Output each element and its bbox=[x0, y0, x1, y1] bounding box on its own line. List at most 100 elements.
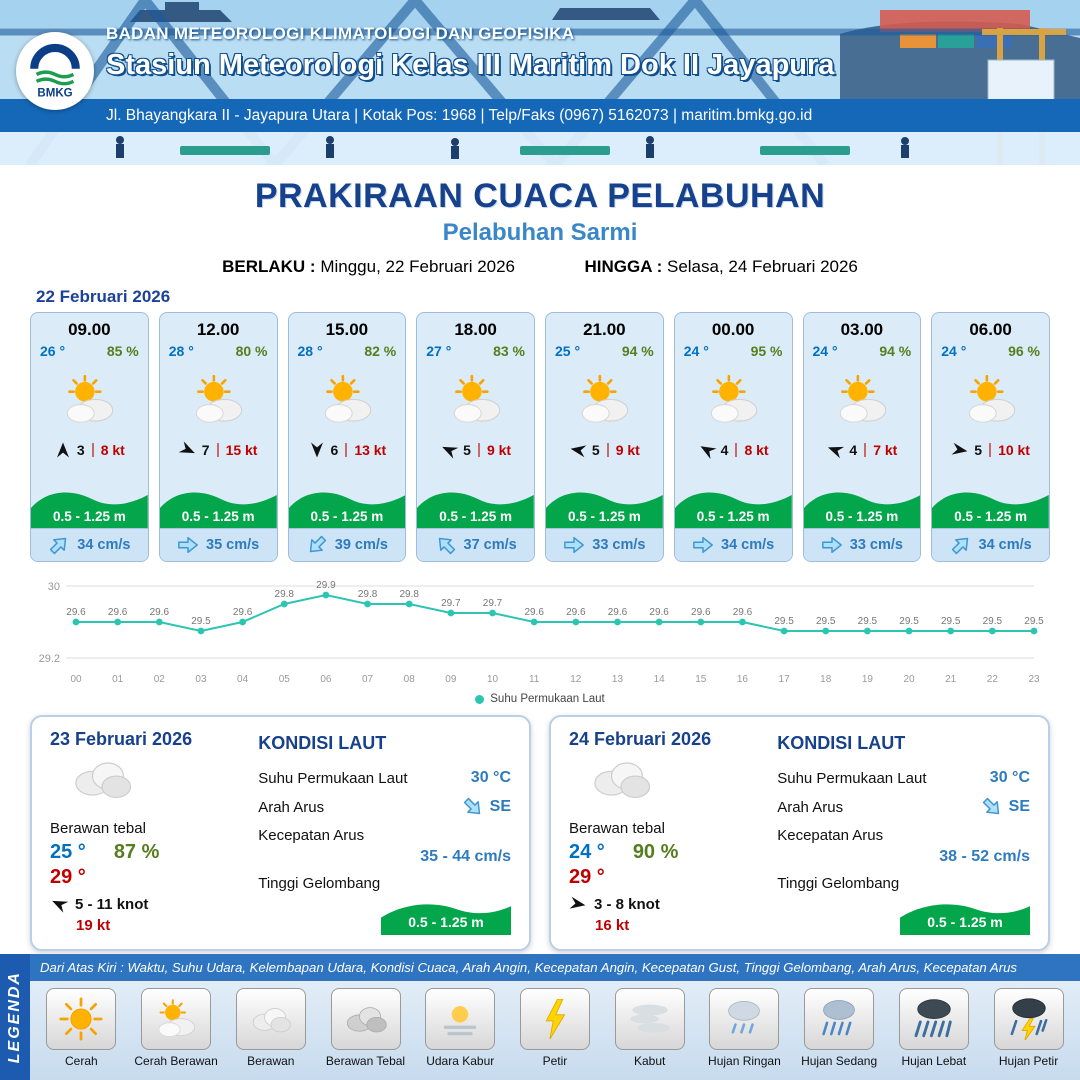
svg-text:17: 17 bbox=[779, 674, 791, 685]
legend-item-label: Berawan bbox=[247, 1054, 295, 1068]
wave-height-band: 0.5 - 1.25 m bbox=[803, 484, 921, 528]
wind-direction-icon bbox=[437, 438, 461, 462]
current-direction-value: SE bbox=[981, 796, 1030, 818]
legend-item: Cerah bbox=[36, 988, 126, 1068]
svg-text:01: 01 bbox=[112, 674, 124, 685]
legend-weather-icon bbox=[614, 988, 685, 1050]
forecast-card: 18.00 27 ° 83 % 5 9 kt 0.5 - 1.25 m 37 c bbox=[416, 312, 535, 562]
svg-text:02: 02 bbox=[154, 674, 166, 685]
wave-shape bbox=[900, 904, 1030, 935]
forecast-card: 06.00 24 ° 96 % 5 10 kt 0.5 - 1.25 m 34 bbox=[931, 312, 1050, 562]
divider bbox=[477, 443, 480, 457]
divider bbox=[345, 443, 348, 457]
wind-speed: 5 bbox=[463, 442, 471, 458]
validity-row: BERLAKU : Minggu, 22 Februari 2026 HINGG… bbox=[0, 257, 1080, 277]
divider bbox=[864, 443, 867, 457]
day-wave-height: 0.5 - 1.25 m bbox=[927, 914, 1003, 930]
weather-condition-icon bbox=[417, 359, 534, 441]
forecast-time: 15.00 bbox=[325, 320, 369, 339]
current-direction-text: SE bbox=[1008, 798, 1030, 815]
day-wave-height: 0.5 - 1.25 m bbox=[408, 914, 484, 930]
legend-weather-icon bbox=[46, 988, 117, 1050]
wave-height: 0.5 - 1.25 m bbox=[567, 509, 641, 524]
wave-shape bbox=[159, 492, 277, 528]
day-humidity: 90 % bbox=[632, 841, 679, 863]
legend-item: Cerah Berawan bbox=[131, 988, 221, 1068]
svg-text:29.6: 29.6 bbox=[566, 607, 586, 618]
forecast-time: 03.00 bbox=[840, 320, 884, 339]
svg-text:29.5: 29.5 bbox=[191, 616, 211, 627]
air-temperature: 28 ° bbox=[168, 343, 194, 359]
wind-direction-icon bbox=[308, 441, 326, 459]
day-condition: Berawan tebal bbox=[569, 820, 665, 837]
sst-label: Suhu Permukaan Laut bbox=[777, 769, 927, 787]
header-text-block: BADAN METEOROLOGI KLIMATOLOGI DAN GEOFIS… bbox=[106, 24, 834, 82]
svg-text:18: 18 bbox=[820, 674, 832, 685]
gust-speed: 10 kt bbox=[998, 442, 1030, 458]
svg-text:05: 05 bbox=[279, 674, 291, 685]
wave-shape bbox=[932, 492, 1049, 528]
svg-text:29.8: 29.8 bbox=[275, 589, 295, 600]
current-speed-value: 35 - 44 cm/s bbox=[420, 848, 511, 865]
legend-vertical-label: LEGENDA bbox=[6, 970, 23, 1064]
hourly-date-label: 22 Februari 2026 bbox=[36, 287, 171, 306]
svg-text:29.6: 29.6 bbox=[691, 607, 711, 618]
air-temperature: 24 ° bbox=[941, 343, 967, 359]
svg-text:29.5: 29.5 bbox=[774, 616, 794, 627]
current-row: 33 cm/s bbox=[803, 528, 921, 561]
sea-current-direction-icon bbox=[457, 791, 488, 822]
wave-shape bbox=[417, 492, 534, 528]
header-banner: BMKG BADAN METEOROLOGI KLIMATOLOGI DAN G… bbox=[0, 0, 1080, 165]
svg-text:23: 23 bbox=[1028, 674, 1040, 685]
legend-item: Berawan bbox=[226, 988, 316, 1068]
svg-text:29.8: 29.8 bbox=[399, 589, 419, 600]
day-wave-height-box: 0.5 - 1.25 m bbox=[381, 896, 511, 935]
legend-weather-icon bbox=[993, 988, 1064, 1050]
wind-direction-icon bbox=[824, 438, 847, 461]
temp-humidity-row: 28 ° 80 % bbox=[160, 340, 277, 359]
day-humidity: 87 % bbox=[113, 841, 160, 863]
legend-item-label: Petir bbox=[542, 1054, 568, 1068]
svg-text:09: 09 bbox=[445, 674, 457, 685]
gust-speed: 15 kt bbox=[225, 442, 258, 458]
forecast-time: 18.00 bbox=[454, 320, 497, 339]
svg-text:29.5: 29.5 bbox=[816, 616, 836, 627]
sst-row: Suhu Permukaan Laut 30 °C bbox=[258, 769, 511, 787]
legend-item-label: Hujan Petir bbox=[998, 1054, 1059, 1068]
wind-speed: 7 bbox=[201, 442, 210, 458]
wind-direction-icon bbox=[176, 438, 200, 462]
day-wind-direction-icon bbox=[568, 894, 589, 915]
svg-text:29.5: 29.5 bbox=[983, 616, 1003, 627]
temp-humidity-row: 27 ° 83 % bbox=[417, 340, 534, 359]
svg-text:06: 06 bbox=[320, 674, 332, 685]
weather-condition-icon bbox=[289, 359, 406, 441]
svg-text:12: 12 bbox=[570, 674, 582, 685]
legend-weather-icon bbox=[519, 988, 590, 1050]
day-forecast-card: 23 Februari 2026 Berawan tebal 25 ° 87 %… bbox=[30, 715, 531, 951]
legend-item: Kabut bbox=[605, 988, 695, 1068]
svg-text:30: 30 bbox=[48, 581, 60, 593]
legend-item: Hujan Sedang bbox=[794, 988, 884, 1068]
svg-text:00: 00 bbox=[70, 674, 82, 685]
day-wind-row: 5 - 11 knot bbox=[50, 895, 248, 913]
wave-height: 0.5 - 1.25 m bbox=[52, 509, 126, 524]
station-address-bar: Jl. Bhayangkara II - Jayapura Utara | Ko… bbox=[0, 99, 1080, 132]
current-direction-icon bbox=[692, 534, 714, 556]
wind-direction-icon bbox=[54, 441, 72, 459]
wave-height-band: 0.5 - 1.25 m bbox=[159, 484, 277, 528]
wave-height-label: Tinggi Gelombang bbox=[258, 875, 381, 892]
station-name: Stasiun Meteorologi Kelas III Maritim Do… bbox=[106, 49, 835, 81]
day-wind-range: 3 - 8 knot bbox=[594, 895, 660, 913]
humidity: 85 % bbox=[106, 343, 139, 359]
weather-condition-icon bbox=[804, 359, 921, 441]
humidity: 83 % bbox=[493, 343, 525, 359]
wind-speed: 6 bbox=[330, 442, 339, 458]
day-gust: 16 kt bbox=[595, 917, 630, 934]
forecast-time: 06.00 bbox=[969, 320, 1012, 339]
sst-chart: 30 29.2 29.6 00 29.6 01 29.6 02 29.5 03 29.6 04 29.8… bbox=[30, 570, 1050, 693]
current-direction-row: Arah Arus SE bbox=[777, 796, 1030, 818]
svg-text:29.6: 29.6 bbox=[649, 607, 669, 618]
wind-speed: 5 bbox=[974, 442, 983, 458]
svg-text:29.5: 29.5 bbox=[1024, 616, 1044, 627]
day-forecast-card: 24 Februari 2026 Berawan tebal 24 ° 90 %… bbox=[549, 715, 1050, 951]
